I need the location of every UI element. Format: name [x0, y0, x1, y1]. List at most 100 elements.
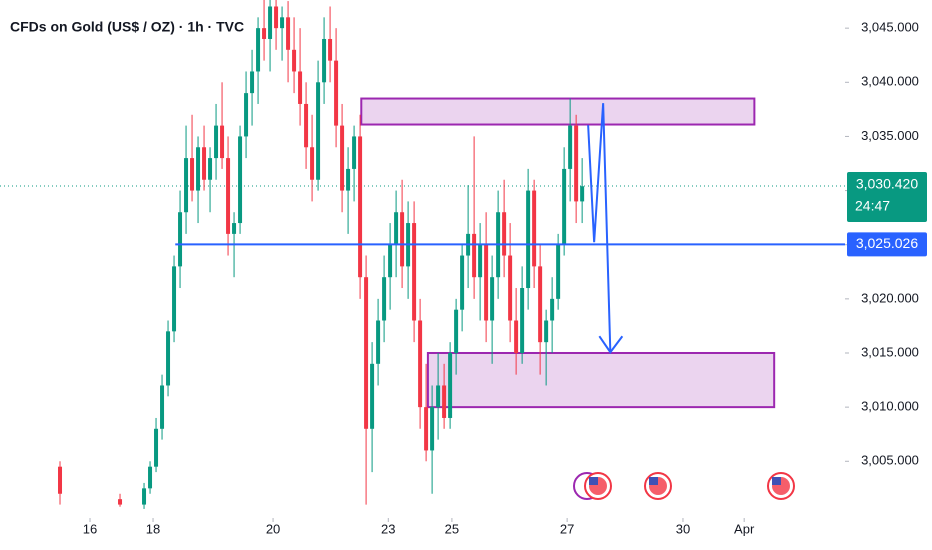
support-price-label: 3,025.026: [856, 235, 918, 251]
candle-body: [316, 82, 321, 180]
candle-body: [328, 38, 333, 61]
candle-body: [574, 125, 579, 202]
candle-body: [208, 158, 213, 180]
countdown-label: 24:47: [855, 198, 890, 214]
candle-body: [166, 331, 171, 386]
candle-body: [436, 385, 441, 408]
candle-body: [418, 320, 423, 408]
candle-body: [286, 17, 291, 50]
candle-body: [226, 158, 231, 234]
candle-body: [460, 255, 465, 310]
candle-body: [244, 93, 249, 137]
candle-body: [190, 158, 195, 191]
candle-body: [322, 38, 327, 83]
candle-body: [448, 352, 453, 418]
candle-body: [394, 212, 399, 245]
candle-body: [544, 320, 549, 343]
x-tick-label: 30: [676, 521, 690, 536]
candle-body: [160, 385, 165, 429]
candle-body: [562, 168, 567, 245]
candle-body: [358, 136, 363, 278]
candle-body: [412, 223, 417, 321]
flag-canton: [589, 477, 598, 485]
x-tick-label: 16: [83, 521, 97, 536]
candle-body: [232, 223, 237, 234]
candle-body: [274, 6, 279, 29]
arrow-head: [598, 335, 624, 354]
y-tick-label: 3,040.000: [861, 74, 919, 89]
candle-body: [178, 212, 183, 267]
candle-body: [346, 168, 351, 191]
candle-body: [310, 147, 315, 180]
candle-body: [382, 277, 387, 321]
candle-body: [220, 125, 225, 159]
flag-canton: [649, 477, 658, 485]
candle-body: [142, 488, 147, 505]
candle-body: [580, 186, 585, 202]
candle-body: [388, 244, 393, 278]
zone: [426, 351, 776, 409]
candle-body: [214, 125, 219, 159]
candle-body: [280, 17, 285, 29]
x-tick-label: 20: [266, 521, 280, 536]
candle-body: [256, 28, 261, 72]
candle-body: [292, 49, 297, 72]
candle-body: [556, 244, 561, 299]
candle-body: [454, 309, 459, 353]
candle-body: [364, 277, 369, 429]
candle-body: [424, 407, 429, 451]
y-tick-label: 3,020.000: [861, 290, 919, 305]
candle-body: [202, 147, 207, 180]
candle-body: [250, 71, 255, 94]
support-price-box: [847, 232, 927, 257]
candle-body: [472, 233, 477, 278]
candle-body: [520, 288, 525, 353]
candle-body: [514, 320, 519, 353]
candle-body: [334, 60, 339, 126]
x-tick-label: Apr: [734, 521, 755, 536]
candle-body: [184, 158, 189, 213]
y-tick-label: 3,015.000: [861, 344, 919, 359]
last-price-label: 3,030.420: [856, 176, 918, 192]
candle-body: [430, 407, 435, 451]
candle-body: [172, 266, 177, 332]
candle-body: [568, 125, 573, 169]
y-tick-label: 3,005.000: [861, 453, 919, 468]
candle-body: [526, 190, 531, 289]
candle-body: [508, 255, 513, 321]
last-price-box: [847, 172, 927, 223]
candle-body: [478, 244, 483, 278]
candle-body: [148, 466, 153, 489]
candle-body: [532, 190, 537, 267]
x-tick-label: 25: [445, 521, 459, 536]
candle-body: [400, 212, 405, 267]
candle-body: [550, 298, 555, 321]
chart-title: CFDs on Gold (US$ / OZ) · 1h · TVC: [10, 19, 244, 35]
candle-body: [484, 244, 489, 321]
zone: [360, 97, 756, 126]
event-icons: [573, 472, 795, 500]
candle-body: [298, 71, 303, 104]
candle-body: [58, 466, 63, 494]
candle-body: [118, 499, 123, 505]
y-tick-label: 3,035.000: [861, 128, 919, 143]
x-tick-label: 27: [560, 521, 574, 536]
candle-body: [502, 212, 507, 256]
candle-body: [352, 136, 357, 169]
candle-body: [238, 136, 243, 224]
y-tick-label: 3,010.000: [861, 399, 919, 414]
candle-body: [304, 103, 309, 148]
candle-body: [376, 320, 381, 364]
y-tick-label: 3,045.000: [861, 20, 919, 35]
candle-body: [538, 266, 543, 343]
candle-body: [268, 6, 273, 39]
candle-body: [442, 385, 447, 418]
candle-body: [262, 28, 267, 39]
arrow-path: [587, 103, 612, 353]
candle-body: [154, 428, 159, 467]
x-tick-label: 23: [381, 521, 395, 536]
candle-body: [340, 125, 345, 191]
x-tick-label: 18: [146, 521, 160, 536]
